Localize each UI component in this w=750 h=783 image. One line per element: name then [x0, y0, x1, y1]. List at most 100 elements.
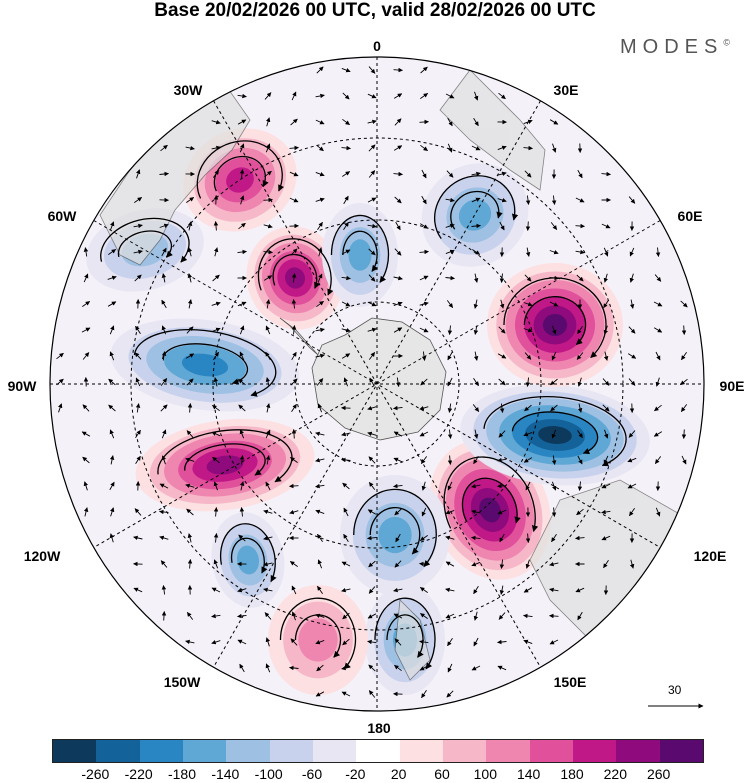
- wind-arrow: [238, 222, 246, 230]
- colorbar-swatch: [96, 740, 140, 762]
- wind-arrow: [627, 353, 637, 359]
- wind-arrow: [420, 456, 428, 464]
- wind-arrow: [136, 169, 141, 179]
- wind-arrow: [497, 509, 507, 515]
- wind-arrow: [343, 533, 349, 543]
- wind-arrow: [497, 198, 507, 203]
- wind-arrow: [109, 221, 115, 231]
- wind-arrow: [159, 171, 169, 177]
- wind-arrow: [655, 507, 661, 517]
- circulation-streamline: [330, 214, 390, 283]
- colorbar-tick-label: 260: [646, 766, 671, 782]
- colorbar-swatch: [312, 740, 357, 762]
- wind-arrow: [394, 664, 402, 672]
- wind-arrow: [211, 145, 221, 151]
- wind-arrow: [523, 119, 533, 125]
- wind-arrow: [419, 431, 429, 437]
- wind-arrow: [421, 169, 427, 179]
- wind-arrow: [161, 273, 167, 283]
- wind-arrow: [394, 508, 402, 516]
- circulation-streamline: [157, 429, 293, 483]
- wind-arrow: [133, 587, 143, 593]
- wind-arrow: [393, 405, 403, 411]
- wind-arrow: [498, 326, 506, 334]
- wind-arrow: [315, 483, 325, 489]
- wind-arrow: [315, 691, 325, 697]
- wind-arrow: [109, 533, 115, 543]
- wind-arrow: [343, 377, 349, 387]
- wind-arrow: [211, 587, 221, 593]
- colorbar-swatch: [269, 740, 313, 762]
- wind-arrow: [419, 405, 429, 411]
- brand-mark: ©: [723, 37, 730, 48]
- wind-arrow: [368, 248, 376, 256]
- wind-arrow: [551, 351, 557, 361]
- wind-arrow: [680, 404, 688, 412]
- wind-arrow: [681, 352, 687, 361]
- wind-arrow: [446, 690, 454, 698]
- wind-arrow: [316, 66, 324, 74]
- wind-arrow: [341, 275, 351, 281]
- wind-arrow: [237, 93, 247, 99]
- wind-arrow: [551, 325, 557, 335]
- lon-label-150e: 150E: [553, 674, 587, 690]
- wind-arrow: [601, 535, 611, 541]
- colorbar-tick-label: 60: [434, 766, 450, 782]
- wind-arrow: [473, 299, 479, 309]
- wind-arrow: [239, 455, 245, 465]
- wind-arrow: [107, 301, 117, 307]
- lon-label-180: 180: [367, 720, 391, 736]
- chart-title: Base 20/02/2026 00 UTC, valid 28/02/2026…: [154, 0, 596, 21]
- anomaly-positive-60e: [487, 263, 623, 387]
- wind-arrow: [82, 456, 90, 464]
- colorbar-ticks: -260 -220 -180 -140 -100 -60 -20 20 60 100 140 180 2…: [0, 766, 750, 782]
- wind-arrow: [56, 352, 64, 360]
- wind-arrow: [341, 301, 351, 307]
- wind-arrow: [498, 378, 506, 386]
- wind-arrow: [681, 429, 687, 439]
- lon-label-30e: 30E: [553, 82, 579, 98]
- colorbar-tick-label: -220: [124, 766, 153, 782]
- colorbar-swatch: [442, 740, 487, 762]
- wind-arrow: [552, 143, 557, 153]
- wind-arrow: [315, 93, 325, 99]
- wind-arrow: [421, 507, 427, 517]
- wind-arrow: [211, 119, 221, 125]
- wind-arrow: [368, 144, 376, 152]
- wind-arrow: [265, 481, 271, 491]
- lon-label-120w: 120W: [23, 548, 61, 564]
- wind-arrow: [134, 508, 142, 516]
- wind-arrow: [187, 273, 193, 283]
- wind-arrow: [367, 93, 377, 99]
- wind-arrow: [134, 197, 143, 203]
- wind-arrow: [83, 507, 89, 517]
- wind-arrow: [263, 509, 273, 515]
- wind-arrow: [211, 301, 221, 306]
- wind-arrow: [263, 587, 273, 593]
- wind-arrow: [368, 586, 376, 594]
- wind-arrow: [289, 509, 299, 515]
- anomaly-contour-band: [236, 545, 260, 575]
- wind-arrow: [213, 377, 219, 387]
- wind-arrow: [368, 560, 376, 568]
- wind-arrow: [601, 171, 611, 177]
- wind-arrow: [264, 612, 272, 620]
- wind-arrow: [367, 535, 377, 541]
- wind-arrow: [108, 249, 117, 255]
- wind-arrow: [629, 299, 635, 309]
- circulation-streamline: [434, 175, 519, 240]
- colorbar-swatch: [356, 740, 400, 762]
- wind-arrow: [341, 561, 351, 567]
- wind-arrow: [187, 299, 193, 309]
- colorbar-tick-label: -60: [301, 766, 323, 782]
- wind-arrow: [393, 67, 403, 73]
- wind-arrow: [317, 559, 323, 569]
- wind-arrow: [497, 353, 507, 359]
- lon-label-120e: 120E: [693, 548, 727, 564]
- wind-arrow: [341, 353, 351, 359]
- wind-arrow: [394, 196, 402, 204]
- wind-arrow: [240, 195, 245, 205]
- wind-arrow: [420, 613, 428, 619]
- wind-arrow: [341, 145, 351, 151]
- wind-arrow: [394, 248, 402, 256]
